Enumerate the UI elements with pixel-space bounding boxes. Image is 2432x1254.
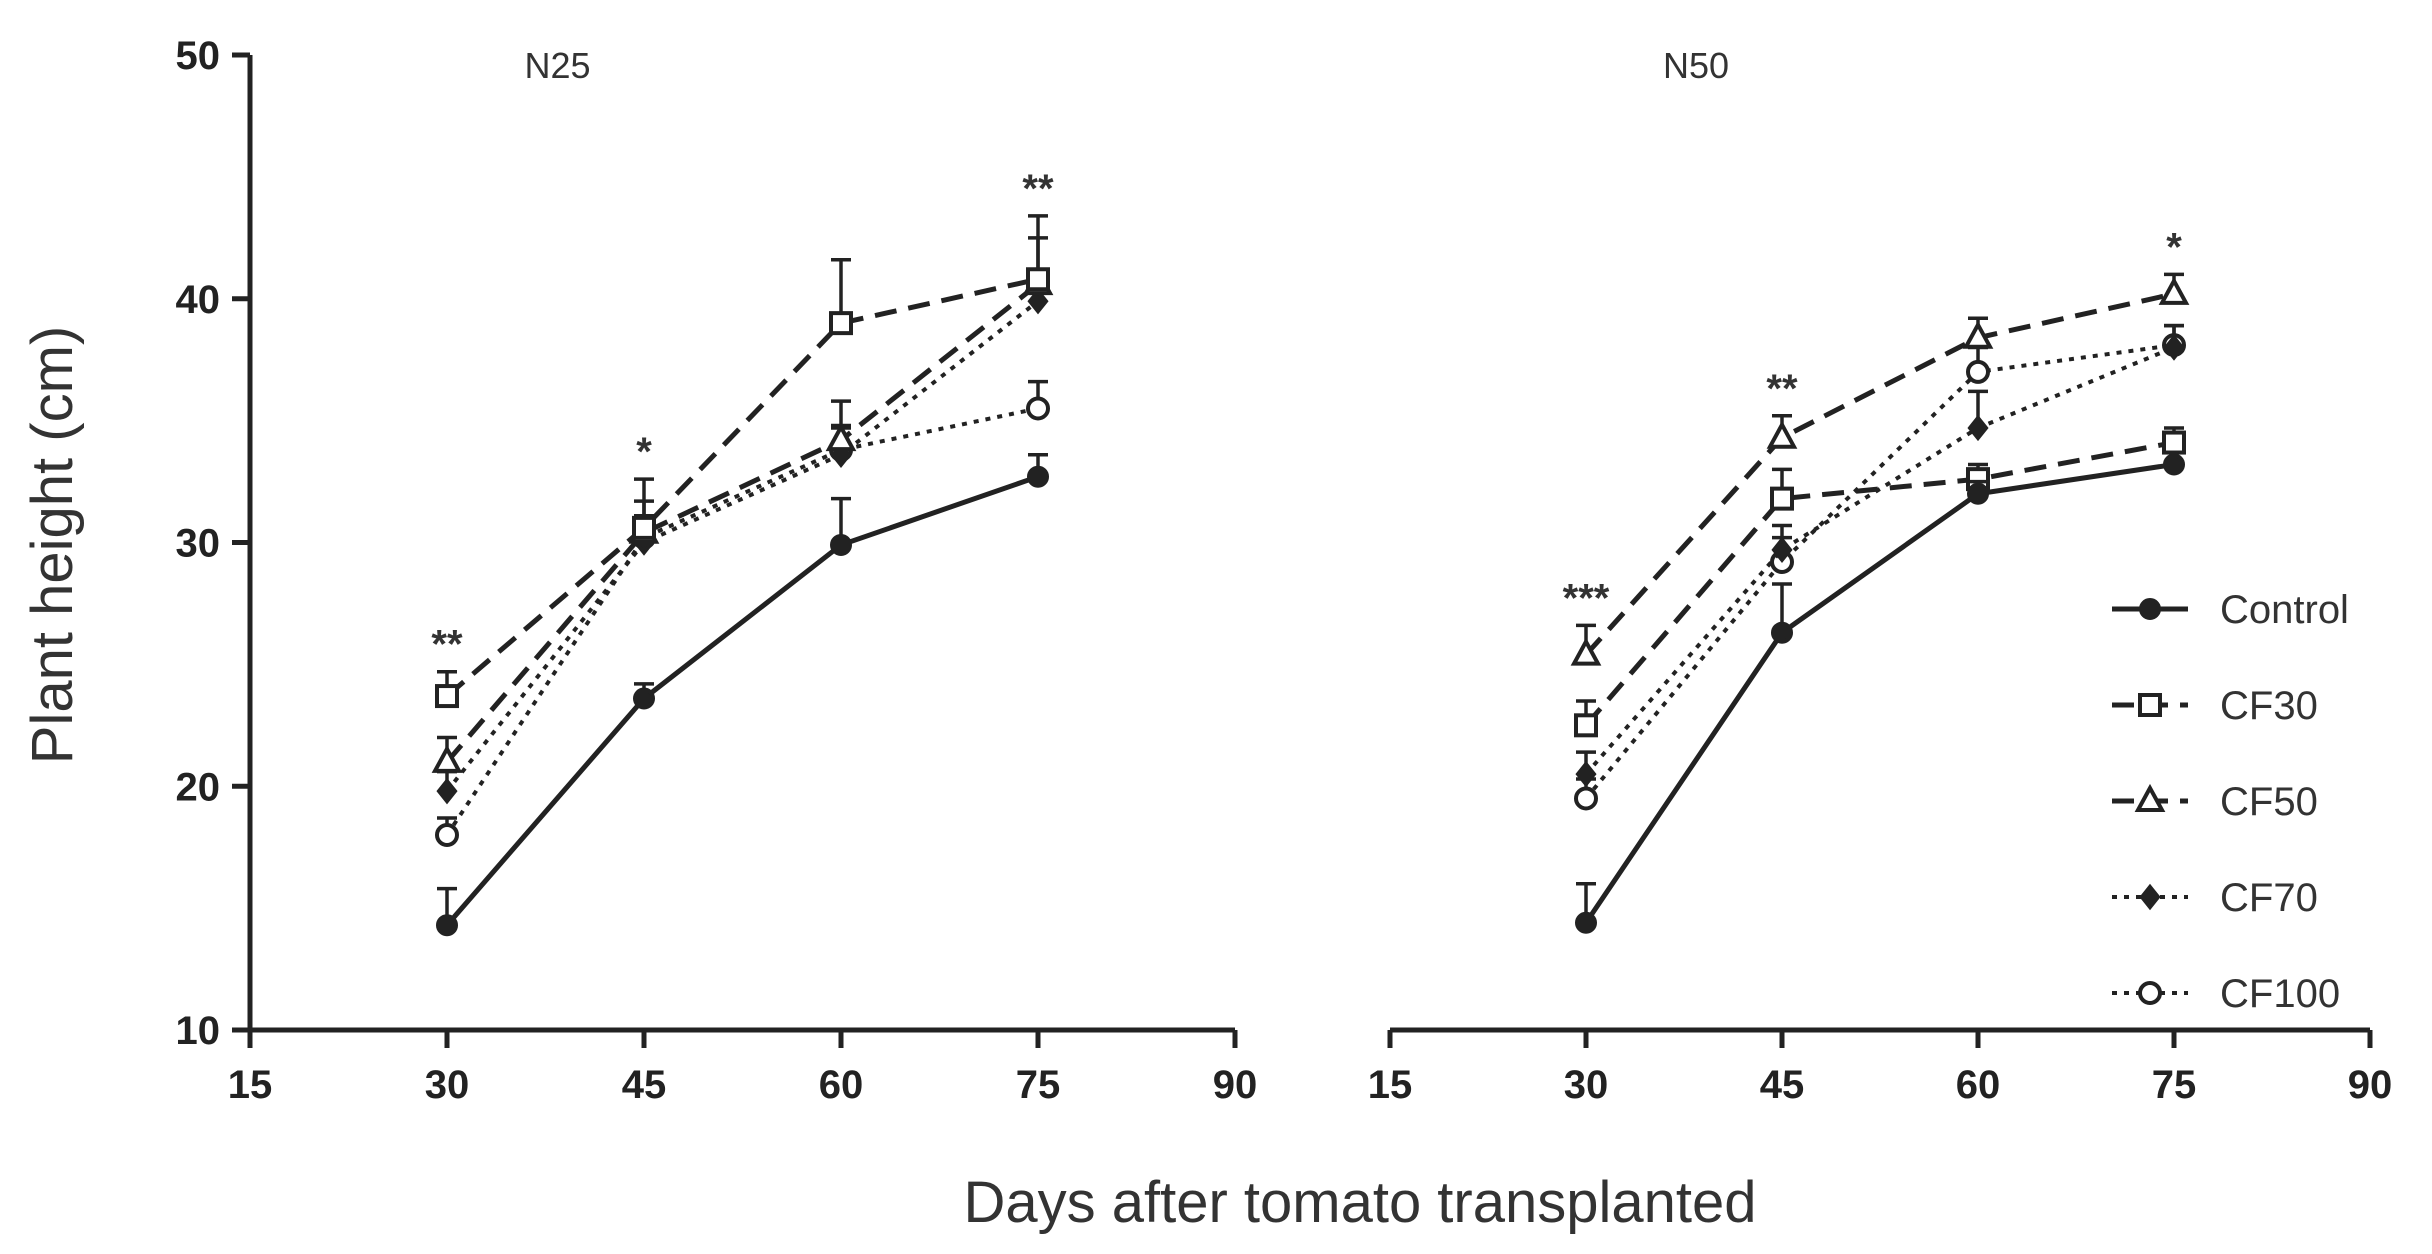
legend-entry-control: Control [2112,588,2349,632]
data-point-cf30 [1026,267,1050,292]
series-line-cf70 [445,299,1040,793]
series-line-cf100 [1584,343,2175,800]
legend-label: Control [2220,588,2349,632]
series-line-control [1583,462,2175,925]
x-tick-label: 90 [1213,1063,1258,1107]
legend-label: CF50 [2220,780,2318,824]
y-axis-title: Plant height (cm) [20,326,85,764]
x-tick-label: 60 [1956,1063,2001,1107]
data-point-control [1575,911,1597,934]
series-line-cf50 [1584,291,2175,657]
data-point-control [1967,482,1989,505]
legend-marker [2138,693,2162,717]
data-point-cf50 [1766,420,1798,449]
y-tick-label: 20 [176,765,221,809]
y-tick-label: 10 [176,1009,221,1053]
data-point-cf30 [435,684,459,709]
significance-label: ** [1766,367,1798,411]
series-line-cf30 [1584,440,2175,727]
data-point-control [1771,621,1793,644]
series-line-cf70 [1584,345,2175,776]
data-point-cf50 [1962,320,1994,349]
legend-label: CF30 [2220,684,2318,728]
data-point-cf70 [1771,536,1793,564]
data-point-cf30 [2162,430,2186,455]
legend-marker [2138,981,2162,1005]
data-point-cf70 [1027,287,1049,315]
x-tick-label: 15 [1368,1063,1413,1107]
data-point-cf50 [431,744,463,773]
data-point-cf70 [436,777,458,805]
data-point-control [633,687,655,710]
data-point-cf30 [632,515,656,540]
data-point-cf100 [1966,359,1990,384]
series-control [436,453,1049,937]
significance-label: *** [1563,576,1610,620]
data-point-cf70 [1575,760,1597,788]
legend: Control CF30 CF50 CF70 CF100 [2112,588,2349,1016]
data-point-cf30 [829,311,853,336]
data-point-cf50 [825,422,857,452]
series-cf70 [1575,323,2185,788]
significance-label: ** [431,623,463,667]
legend-entry-cf30: CF30 [2112,684,2318,728]
x-tick-label: 75 [1016,1063,1061,1107]
data-point-cf30 [1574,713,1598,738]
y-tick-label: 50 [176,34,221,78]
data-point-cf100 [1026,396,1050,421]
series-line-cf50 [445,282,1040,764]
series-control [1575,450,2185,934]
data-point-cf70 [1967,414,1989,442]
series-cf50 [1570,272,2190,666]
x-axis-title: Days after tomato transplanted [963,1170,1756,1235]
data-point-cf100 [435,823,459,847]
data-point-cf50 [2158,276,2190,305]
data-point-control [436,914,458,937]
legend-label: CF70 [2220,876,2318,920]
significance-label: ** [1022,167,1054,211]
legend-label: CF100 [2220,972,2340,1016]
legend-marker [2139,883,2161,911]
legend-marker [2139,598,2161,620]
significance-label: * [636,430,652,474]
data-point-control [830,533,852,556]
series-cf30 [1574,426,2186,738]
x-tick-label: 45 [622,1063,667,1107]
series-line-cf100 [445,406,1039,837]
data-point-cf100 [1574,786,1598,811]
x-tick-label: 45 [1760,1063,1805,1107]
panel-title: N50 [1663,45,1729,86]
x-tick-label: 60 [819,1063,864,1107]
x-tick-label: 75 [2152,1063,2197,1107]
significance-label: * [2166,225,2182,269]
data-point-control [1027,465,1049,488]
x-tick-label: 30 [425,1063,470,1107]
series-line-control [445,474,1039,927]
y-tick-label: 30 [176,522,221,566]
data-point-cf30 [1770,486,1794,511]
x-tick-label: 90 [2348,1063,2393,1107]
series-cf30 [435,214,1050,709]
data-point-control [2163,453,2185,476]
data-point-cf50 [1570,637,1602,666]
panel-title: N25 [524,45,590,86]
legend-entry-cf100: CF100 [2112,972,2340,1016]
y-tick-label: 40 [176,278,221,322]
series-cf100 [435,379,1050,847]
x-tick-label: 30 [1564,1063,1609,1107]
legend-entry-cf70: CF70 [2112,876,2318,920]
data-point-cf70 [2163,334,2185,361]
x-tick-label: 15 [228,1063,273,1107]
legend-marker [2134,783,2166,812]
legend-entry-cf50: CF50 [2112,780,2318,824]
